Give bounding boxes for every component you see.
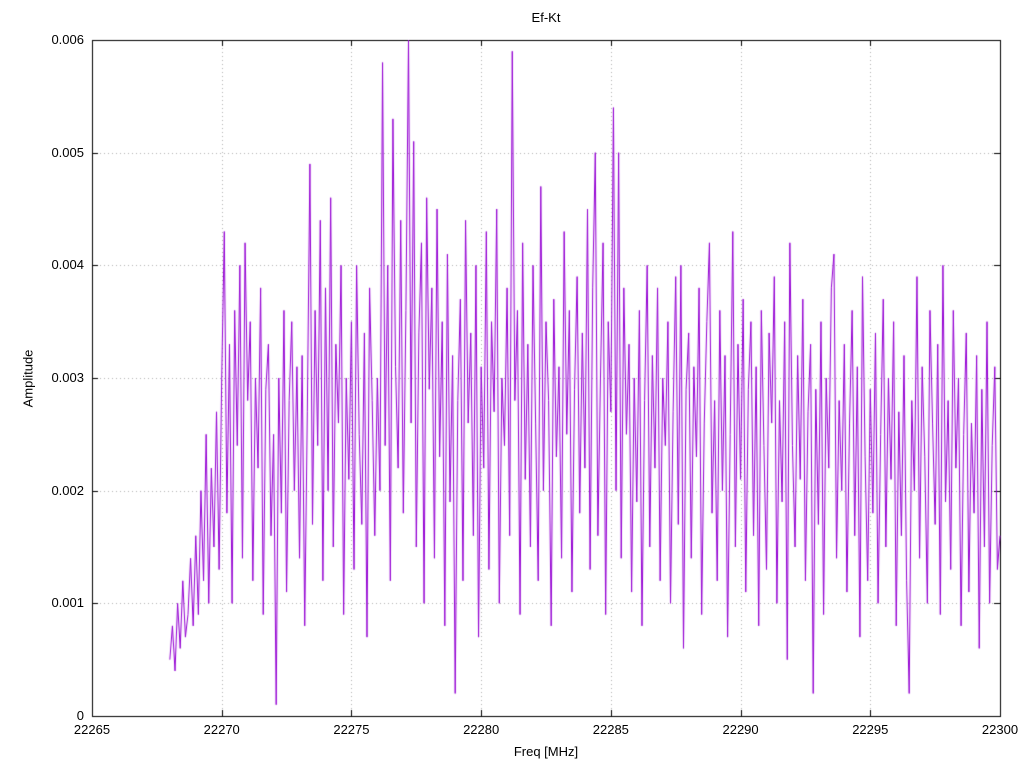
y-tick-label: 0: [76, 708, 84, 723]
chart-title: Ef-Kt: [531, 10, 561, 25]
x-tick-label: 22285: [592, 722, 629, 737]
x-tick-label: 22290: [722, 722, 759, 737]
y-tick-label: 0.001: [51, 595, 84, 611]
x-tick-label: 22265: [73, 722, 111, 737]
x-tick-label: 22300: [981, 722, 1019, 737]
x-tick-label: 22275: [333, 722, 370, 737]
x-tick-label: 22295: [852, 722, 889, 737]
y-tick-label: 0.006: [51, 32, 84, 47]
y-tick-label: 0.002: [51, 482, 84, 498]
x-tick-label: 22280: [463, 722, 500, 737]
x-axis-label: Freq [MHz]: [513, 744, 579, 759]
y-tick-label: 0.005: [51, 144, 84, 160]
x-tick-label: 22270: [203, 722, 240, 737]
y-tick-label: 0.004: [51, 257, 84, 273]
y-tick-label: 0.003: [51, 370, 84, 385]
